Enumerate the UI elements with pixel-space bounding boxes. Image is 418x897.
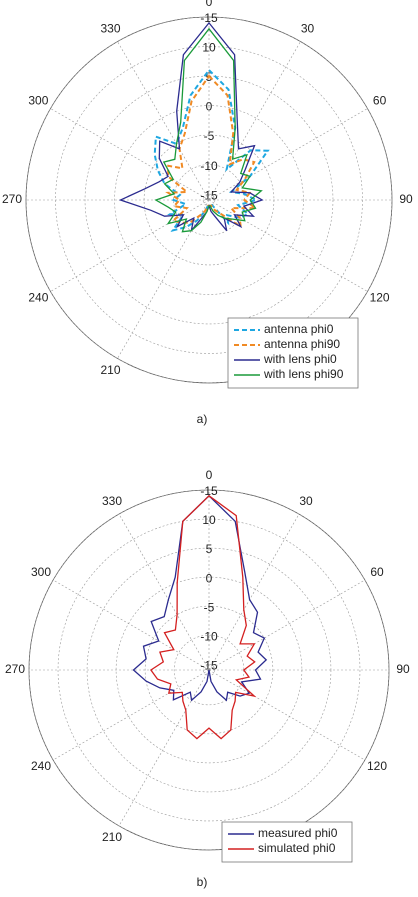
spoke-grid: [50, 108, 210, 201]
series-line: [149, 494, 257, 740]
spoke-grid: [118, 513, 210, 671]
theta-tick-label: 30: [299, 494, 313, 508]
spoke-grid: [117, 41, 210, 201]
spoke-grid: [208, 199, 368, 292]
ring-grid: [144, 605, 274, 735]
series-line: [118, 21, 264, 232]
r-tick-label: -10: [200, 159, 218, 173]
ring-grid: [114, 105, 304, 295]
spoke-grid: [208, 669, 366, 761]
theta-tick-label: 210: [100, 363, 120, 377]
ring-grid: [84, 75, 334, 325]
spoke-grid: [52, 579, 210, 671]
legend-box: [221, 821, 353, 863]
spoke-grid: [208, 513, 300, 671]
spoke-grid: [208, 108, 368, 201]
legend-label: antenna phi90: [264, 337, 340, 351]
theta-tick-label: 0: [206, 0, 213, 9]
theta-tick-label: 300: [31, 565, 51, 579]
theta-tick-label: 90: [399, 192, 413, 206]
theta-tick-label: 300: [28, 94, 48, 108]
caption: b): [197, 875, 208, 889]
r-tick-label: -15: [200, 484, 218, 498]
theta-tick-label: 60: [373, 94, 387, 108]
spoke-grid: [118, 669, 210, 827]
theta-tick-label: 120: [370, 291, 390, 305]
legend-label: measured phi0: [258, 826, 338, 840]
spoke-grid: [117, 199, 210, 359]
theta-tick-label: 330: [100, 22, 120, 36]
theta-tick-label: 120: [367, 759, 387, 773]
ring-grid: [28, 489, 390, 851]
series-line: [154, 27, 263, 233]
legend-label: simulated phi0: [258, 841, 336, 855]
r-tick-label: 0: [206, 571, 213, 585]
spoke-grid: [208, 579, 366, 671]
theta-tick-label: 0: [206, 468, 213, 482]
theta-tick-label: 240: [31, 759, 51, 773]
spoke-grid: [52, 669, 210, 761]
r-tick-label: -5: [204, 600, 215, 614]
theta-tick-label: 330: [102, 494, 122, 508]
theta-tick-label: 240: [28, 291, 48, 305]
theta-tick-label: 270: [2, 192, 22, 206]
ring-grid: [57, 518, 361, 822]
theta-tick-label: 60: [370, 565, 384, 579]
legend-box: [227, 317, 359, 389]
theta-tick-label: 210: [102, 830, 122, 844]
theta-tick-label: 90: [396, 662, 410, 676]
spoke-grid: [208, 41, 301, 201]
legend-label: with lens phi90: [263, 367, 344, 381]
theta-tick-label: 270: [5, 662, 25, 676]
legend-label: antenna phi0: [264, 322, 334, 336]
r-tick-label: -5: [204, 129, 215, 143]
theta-tick-label: 30: [301, 22, 315, 36]
spoke-grid: [50, 199, 210, 292]
ring-grid: [25, 16, 393, 384]
legend-label: with lens phi0: [263, 352, 337, 366]
series-line: [132, 494, 268, 702]
caption: a): [197, 412, 208, 426]
